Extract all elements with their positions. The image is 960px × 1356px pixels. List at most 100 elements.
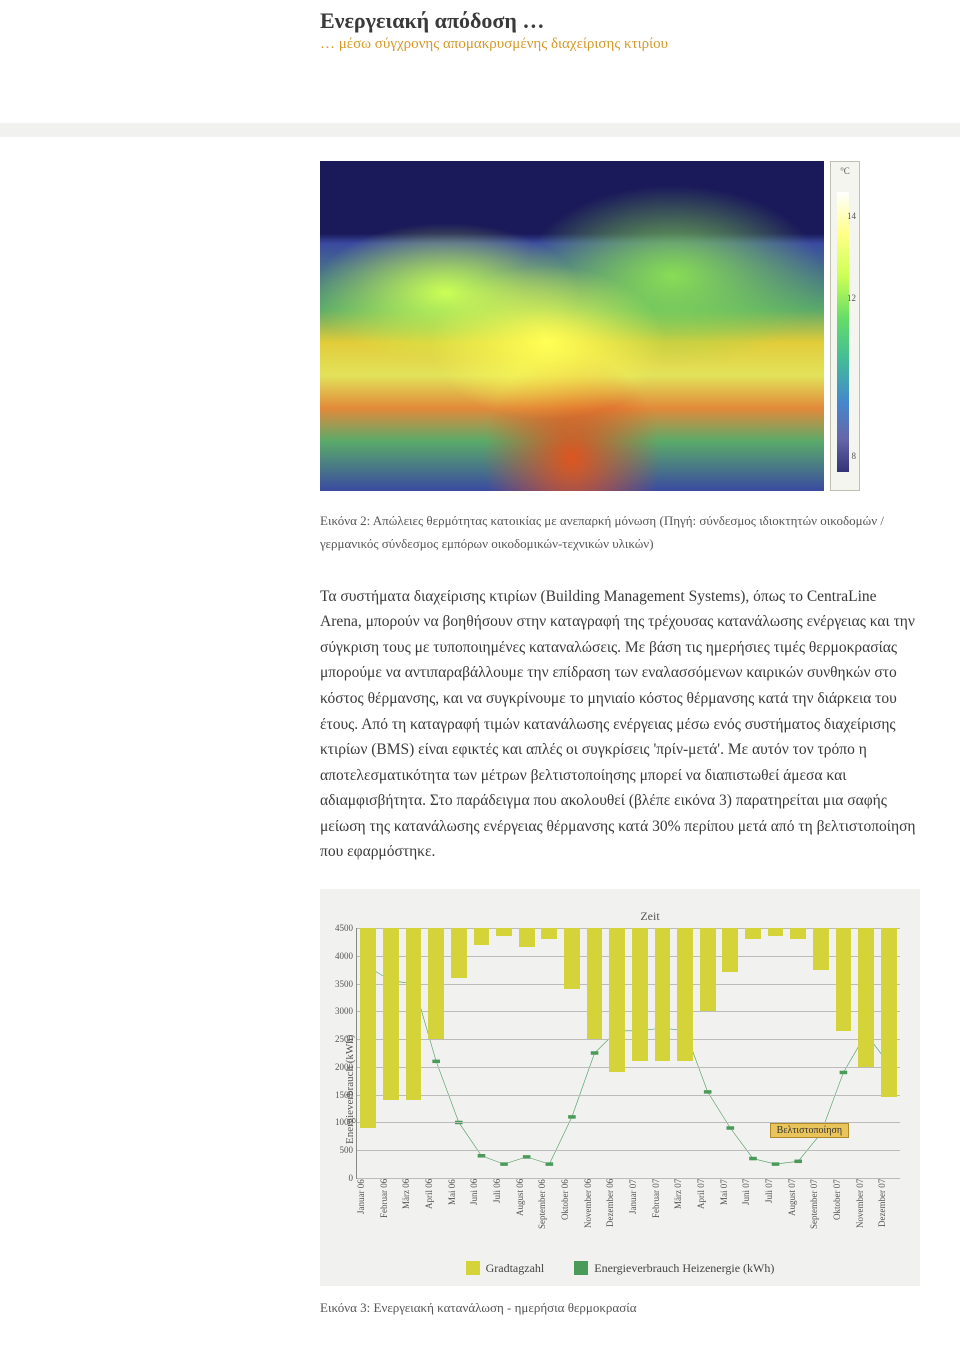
- x-tick: September 06: [537, 1179, 560, 1251]
- bar: [587, 928, 603, 1039]
- bar-slot: [380, 928, 403, 1178]
- x-tick: April 07: [696, 1179, 719, 1251]
- figure2-caption: Εικόνα 2: Απώλειες θερμότητας κατοικίας …: [320, 509, 920, 556]
- bar-slot: [402, 928, 425, 1178]
- x-tick: März 07: [673, 1179, 696, 1251]
- bar: [428, 928, 444, 1039]
- bar-slot: [787, 928, 810, 1178]
- bar-slot: [425, 928, 448, 1178]
- bar-slot: [719, 928, 742, 1178]
- x-tick: Oktober 07: [832, 1179, 855, 1251]
- bar: [496, 928, 512, 936]
- x-tick: Oktober 06: [560, 1179, 583, 1251]
- bar: [564, 928, 580, 989]
- chart-legend: Gradtagzahl Energieverbrauch Heizenergie…: [340, 1261, 900, 1276]
- bar: [541, 928, 557, 939]
- bar: [836, 928, 852, 1031]
- x-tick: Dezember 06: [605, 1179, 628, 1251]
- bar-slot: [470, 928, 493, 1178]
- energy-chart: Zeit Energieverbrauch (kWh) 450040003500…: [320, 889, 920, 1286]
- bar-slot: [855, 928, 878, 1178]
- optimization-annotation: Βελτιστοποίηση: [770, 1123, 849, 1138]
- thermal-tick: 14: [847, 211, 856, 221]
- bar: [790, 928, 806, 939]
- thermal-gradient: [837, 192, 849, 472]
- thermal-image: [320, 161, 824, 491]
- x-tick: Mai 07: [719, 1179, 742, 1251]
- bar: [677, 928, 693, 1061]
- x-tick: August 06: [515, 1179, 538, 1251]
- bar: [406, 928, 422, 1100]
- y-tick: 1500: [323, 1090, 353, 1100]
- bar: [768, 928, 784, 936]
- x-tick: November 06: [583, 1179, 606, 1251]
- y-tick: 2500: [323, 1034, 353, 1044]
- x-tick: Juli 07: [764, 1179, 787, 1251]
- page-title: Ενεργειακή απόδοση …: [320, 8, 920, 34]
- bar-slot: [832, 928, 855, 1178]
- x-tick: April 06: [424, 1179, 447, 1251]
- body-paragraph: Τα συστήματα διαχείρισης κτιρίων (Buildi…: [320, 584, 920, 865]
- bar: [519, 928, 535, 947]
- legend-bars-label: Gradtagzahl: [486, 1261, 545, 1276]
- x-tick: Dezember 07: [877, 1179, 900, 1251]
- x-tick: August 07: [787, 1179, 810, 1251]
- thermal-figure: °C 14 12 8: [320, 161, 860, 491]
- y-tick: 0: [323, 1173, 353, 1183]
- y-tick: 3500: [323, 979, 353, 989]
- bar: [700, 928, 716, 1011]
- bar-slot: [629, 928, 652, 1178]
- bar: [383, 928, 399, 1100]
- page-subtitle: … μέσω σύγχρονης απομακρυσμένης διαχείρι…: [320, 36, 920, 53]
- bar: [609, 928, 625, 1072]
- swatch-bars: [466, 1261, 480, 1275]
- figure3-caption: Εικόνα 3: Ενεργειακή κατανάλωση - ημερήσ…: [320, 1300, 920, 1316]
- x-tick: Juni 06: [469, 1179, 492, 1251]
- thermal-colorbar: °C 14 12 8: [830, 161, 860, 491]
- thermal-tick: 8: [852, 451, 857, 461]
- bar-slot: [810, 928, 833, 1178]
- bar-slot: [357, 928, 380, 1178]
- y-tick: 1000: [323, 1117, 353, 1127]
- y-tick: 4500: [323, 923, 353, 933]
- thermal-tick: 12: [847, 293, 856, 303]
- x-tick: September 07: [809, 1179, 832, 1251]
- divider-bar: [0, 123, 960, 137]
- bar-slot: [583, 928, 606, 1178]
- chart-title: Zeit: [400, 909, 900, 924]
- y-tick: 2000: [323, 1062, 353, 1072]
- bar: [451, 928, 467, 978]
- bar-slot: [742, 928, 765, 1178]
- bar-slot: [606, 928, 629, 1178]
- legend-line: Energieverbrauch Heizenergie (kWh): [574, 1261, 774, 1276]
- bar: [360, 928, 376, 1128]
- bar: [813, 928, 829, 970]
- bar-slot: [674, 928, 697, 1178]
- x-tick: Juni 07: [741, 1179, 764, 1251]
- bar: [881, 928, 897, 1097]
- bar-slot: [561, 928, 584, 1178]
- bar-slot: [538, 928, 561, 1178]
- x-tick: Januar 06: [356, 1179, 379, 1251]
- bar-slot: [515, 928, 538, 1178]
- bar: [745, 928, 761, 939]
- x-tick: November 07: [855, 1179, 878, 1251]
- bar: [632, 928, 648, 1061]
- plot-area: 450040003500300025002000150010005000Βελτ…: [356, 928, 900, 1179]
- bar: [722, 928, 738, 972]
- x-axis-labels: Januar 06Februar 06März 06April 06Mai 06…: [356, 1179, 900, 1251]
- bar-slot: [651, 928, 674, 1178]
- bar: [474, 928, 490, 945]
- swatch-line: [574, 1261, 588, 1275]
- x-tick: Januar 07: [628, 1179, 651, 1251]
- y-tick: 500: [323, 1145, 353, 1155]
- y-tick: 3000: [323, 1006, 353, 1016]
- bars-layer: [357, 928, 900, 1178]
- x-tick: Mai 06: [447, 1179, 470, 1251]
- bar-slot: [877, 928, 900, 1178]
- bar-slot: [764, 928, 787, 1178]
- thermal-unit: °C: [840, 166, 850, 176]
- bar-slot: [448, 928, 471, 1178]
- legend-bars: Gradtagzahl: [466, 1261, 545, 1276]
- x-tick: Juli 06: [492, 1179, 515, 1251]
